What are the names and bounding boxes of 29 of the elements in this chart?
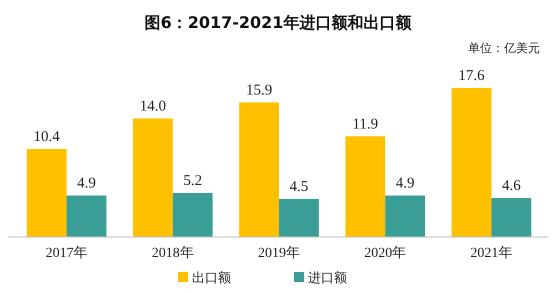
bar — [452, 88, 492, 237]
legend-label: 出口额 — [192, 271, 231, 286]
bar — [132, 118, 173, 237]
text: 单位：亿美元 — [468, 41, 540, 55]
chart-title: 图6：2017-2021年进口额和出口额 — [144, 13, 412, 32]
data-label: 4.5 — [290, 178, 308, 195]
data-label: 15.9 — [246, 82, 272, 98]
data-label: 4.9 — [77, 176, 96, 192]
x-tick-label: 2018年 — [152, 245, 194, 261]
bar — [345, 136, 386, 237]
data-label: 10.4 — [34, 128, 60, 145]
data-label: 4.6 — [502, 178, 522, 194]
data-label: 5.2 — [183, 172, 202, 189]
x-tick-label: 2021年 — [470, 245, 512, 261]
bar — [172, 192, 213, 237]
bar — [26, 148, 67, 237]
bar — [385, 196, 426, 237]
data-label: 11.9 — [352, 116, 378, 132]
bar — [279, 198, 319, 237]
data-label: 17.6 — [458, 68, 486, 84]
bar — [66, 196, 106, 237]
bar — [491, 198, 532, 237]
x-tick-label: 2020年 — [364, 245, 406, 261]
legend-label: 进口额 — [308, 271, 347, 286]
data-label: 14.0 — [140, 98, 166, 114]
x-tick-label: 2017年 — [46, 245, 88, 261]
data-label: 4.9 — [396, 176, 414, 192]
x-tick-label: 2019年 — [258, 245, 300, 261]
bar — [239, 102, 279, 237]
